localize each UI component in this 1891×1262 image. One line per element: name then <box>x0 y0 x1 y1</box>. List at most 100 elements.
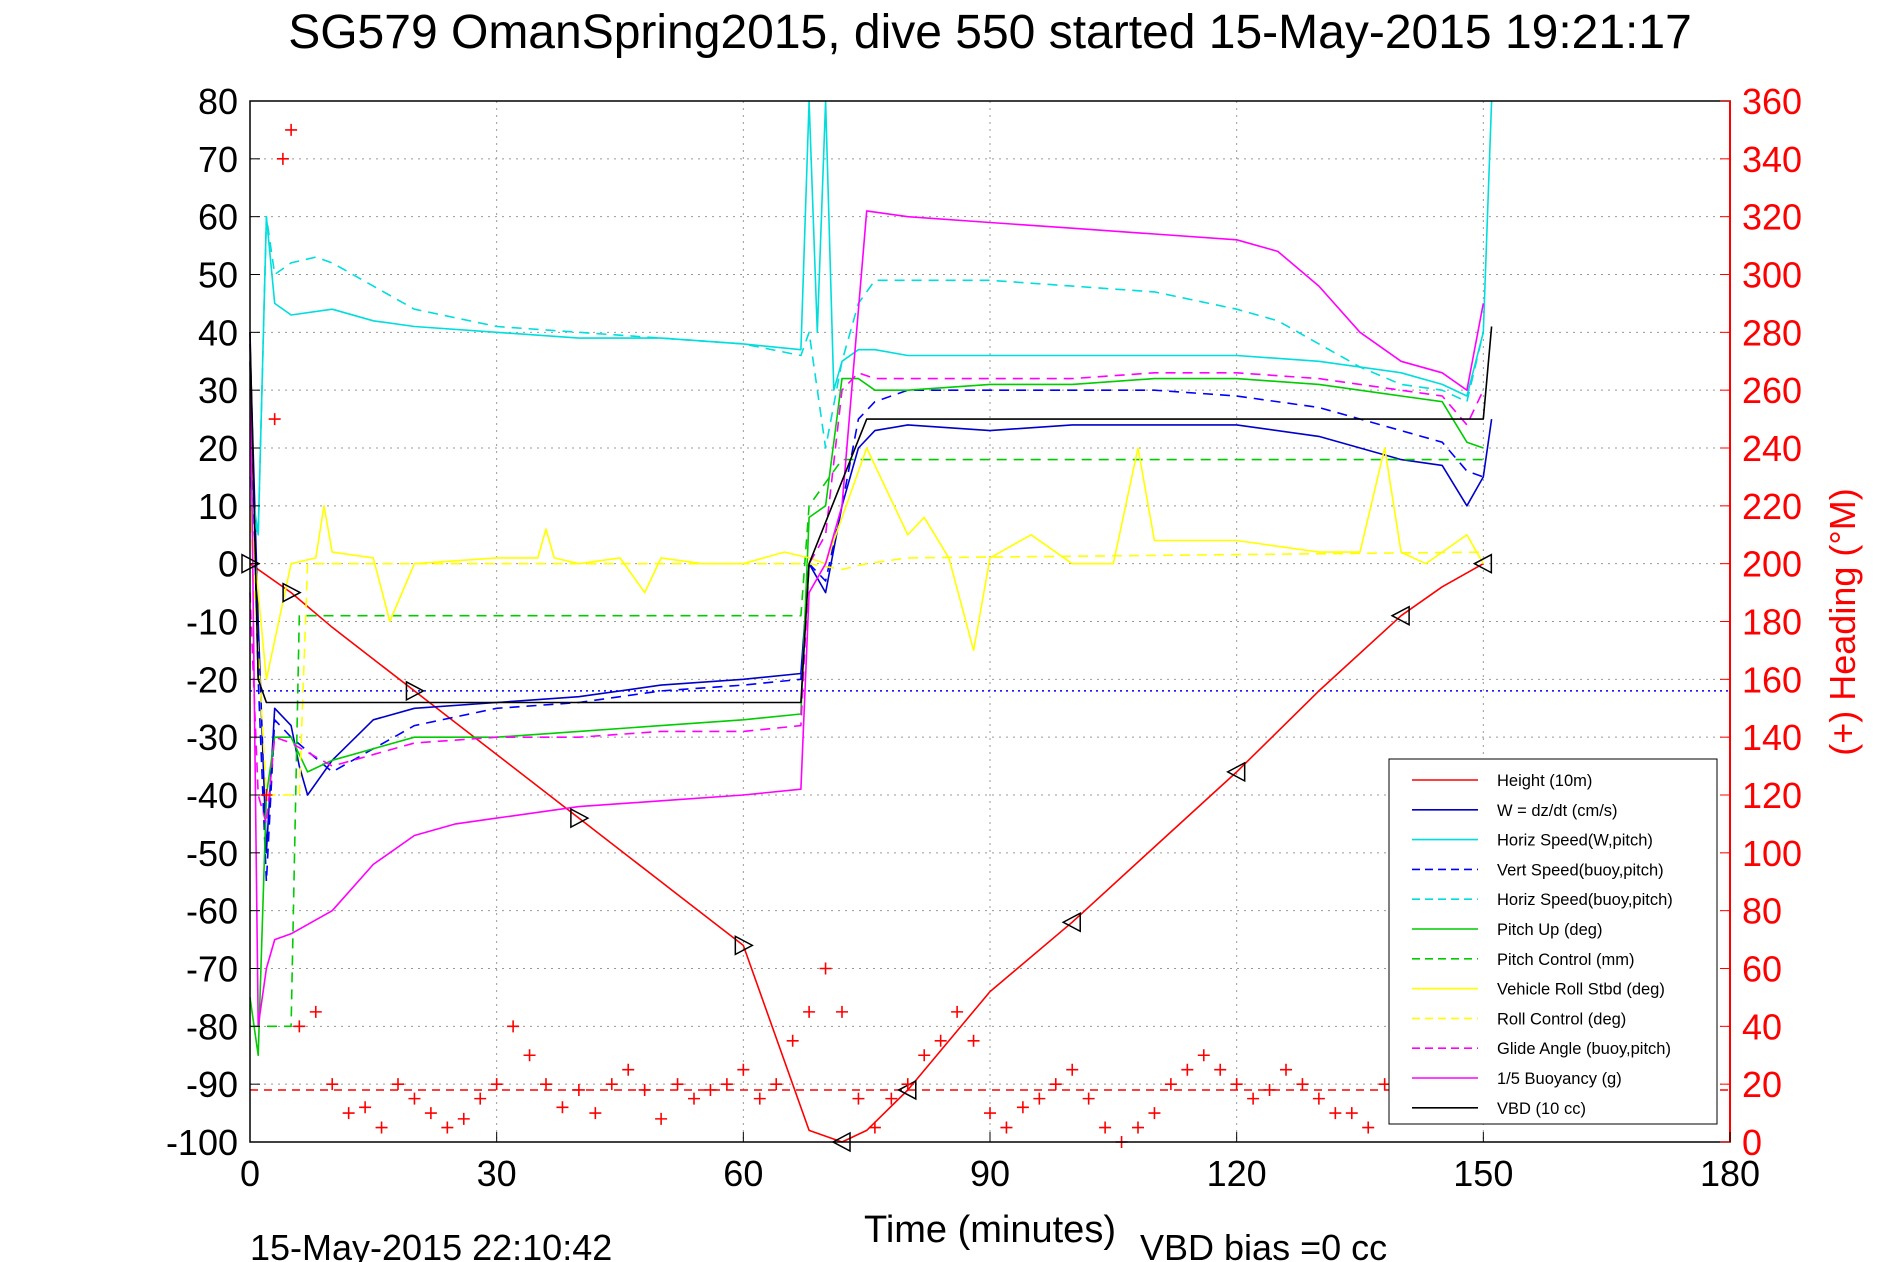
heading-point <box>572 1083 585 1096</box>
y-tick-label: 60 <box>198 197 238 238</box>
heading-point <box>753 1092 766 1105</box>
heading-point <box>260 789 273 801</box>
heading-point <box>1049 1078 1062 1091</box>
y-tick-label: -20 <box>186 659 238 700</box>
height-marker <box>1390 605 1410 626</box>
heading-point <box>704 1083 717 1096</box>
heading-point <box>1033 1092 1046 1105</box>
heading-point <box>474 1092 487 1105</box>
y-tick-label: 30 <box>198 370 238 411</box>
x-axis-label: Time (minutes) <box>864 1209 1116 1251</box>
legend-label: W = dz/dt (cm/s) <box>1497 802 1618 820</box>
heading-point <box>951 1005 964 1018</box>
x-tick-label: 90 <box>970 1153 1010 1194</box>
heading-point <box>441 1121 454 1134</box>
legend-label: Pitch Up (deg) <box>1497 921 1602 939</box>
x-tick-label: 120 <box>1207 1153 1267 1194</box>
heading-point <box>1296 1078 1309 1091</box>
y-right-tick-label: 320 <box>1742 197 1802 238</box>
heading-point <box>1164 1078 1177 1091</box>
heading-point <box>457 1112 470 1125</box>
heading-point <box>408 1092 421 1105</box>
legend-label: Vehicle Roll Stbd (deg) <box>1497 981 1665 999</box>
y-right-tick-label: 200 <box>1742 544 1802 585</box>
series-line-4 <box>249 215 1485 536</box>
y-tick-label: -50 <box>186 833 238 874</box>
heading-point <box>540 1078 552 1091</box>
y-tick-label: -40 <box>186 775 238 816</box>
heading-point <box>507 1020 520 1033</box>
heading-point <box>852 1092 865 1105</box>
heading-point <box>1066 1063 1079 1076</box>
y-tick-label: -30 <box>186 717 238 758</box>
heading-point <box>1362 1121 1375 1134</box>
heading-point <box>1280 1063 1292 1076</box>
heading-point <box>1148 1107 1161 1120</box>
height-marker <box>405 680 426 702</box>
y-tick-label: 70 <box>198 139 238 180</box>
right-axis-ticks: 3603403203002802602402202001801601401201… <box>1720 81 1802 1163</box>
heading-point <box>770 1078 783 1091</box>
legend: Height (10m) W = dz/dt (cm/s) Horiz Speed(… <box>1388 758 1718 1125</box>
y-right-tick-label: 360 <box>1742 81 1802 122</box>
legend-label: Glide Angle (buoy,pitch) <box>1497 1040 1671 1058</box>
heading-point <box>424 1107 437 1120</box>
y-right-tick-label: 240 <box>1742 428 1802 469</box>
heading-point <box>375 1121 388 1134</box>
legend-label: Vert Speed(buoy,pitch) <box>1497 861 1664 879</box>
heading-point <box>720 1078 733 1091</box>
y-right-tick-label: 0 <box>1742 1122 1762 1163</box>
heading-point <box>490 1078 503 1091</box>
y-right-tick-label: 180 <box>1742 602 1802 643</box>
heading-point <box>901 1078 914 1091</box>
y-right-tick-label: 40 <box>1742 1006 1782 1047</box>
heading-point <box>285 123 298 136</box>
heading-point <box>622 1063 635 1076</box>
legend-label: Height (10m) <box>1497 772 1592 790</box>
y-right-tick-label: 260 <box>1742 370 1802 411</box>
y-tick-label: -60 <box>186 891 238 932</box>
series-line-1 <box>249 343 1493 854</box>
heading-point <box>934 1034 947 1047</box>
heading-point <box>655 1112 668 1125</box>
right-axis-label: (+) Heading (°M) <box>1822 488 1863 755</box>
height-marker <box>570 807 590 829</box>
vbd-bias-label: VBD bias =0 cc <box>1140 1227 1387 1262</box>
y-right-tick-label: 160 <box>1742 659 1802 700</box>
height-marker <box>1061 911 1081 933</box>
y-right-tick-label: 140 <box>1742 717 1802 758</box>
heading-point <box>1016 1101 1029 1114</box>
y-right-tick-label: 120 <box>1742 775 1802 816</box>
heading-point <box>1263 1083 1276 1096</box>
heading-point <box>1230 1078 1243 1091</box>
heading-point <box>276 152 289 165</box>
left-axis-ticks: 80 70 60 50 40 30 20 10 0 -10 -20 -30 -40 -50 -60 -70 -8… <box>166 81 260 1163</box>
heading-point <box>819 962 832 975</box>
series-line-10 <box>249 210 1485 1028</box>
heading-point <box>918 1049 931 1062</box>
heading-point <box>638 1083 651 1096</box>
y-tick-label: -100 <box>166 1122 238 1163</box>
heading-point <box>1345 1107 1358 1120</box>
heading-point <box>326 1078 339 1091</box>
y-tick-label: 40 <box>198 312 238 353</box>
legend-label: Horiz Speed(W,pitch) <box>1497 832 1653 850</box>
heading-point <box>589 1107 602 1120</box>
y-right-tick-label: 340 <box>1742 139 1802 180</box>
heading-point <box>786 1034 799 1047</box>
heading-point <box>1247 1092 1260 1105</box>
heading-point <box>1214 1063 1227 1076</box>
heading-point <box>967 1034 980 1047</box>
series-line-5 <box>249 377 1484 1057</box>
heading-point <box>309 1005 322 1018</box>
series-line-2 <box>249 100 1493 536</box>
heading-point <box>984 1107 996 1120</box>
chart-title: SG579 OmanSpring2015, dive 550 started 1… <box>288 6 1692 59</box>
x-tick-label: 60 <box>723 1153 763 1194</box>
heading-point <box>1000 1121 1013 1134</box>
y-tick-label: -10 <box>186 602 238 643</box>
heading-point <box>556 1101 569 1114</box>
legend-items: Height (10m) W = dz/dt (cm/s) Horiz Speed(… <box>1412 772 1673 1118</box>
legend-label: 1/5 Buoyancy (g) <box>1497 1070 1622 1088</box>
